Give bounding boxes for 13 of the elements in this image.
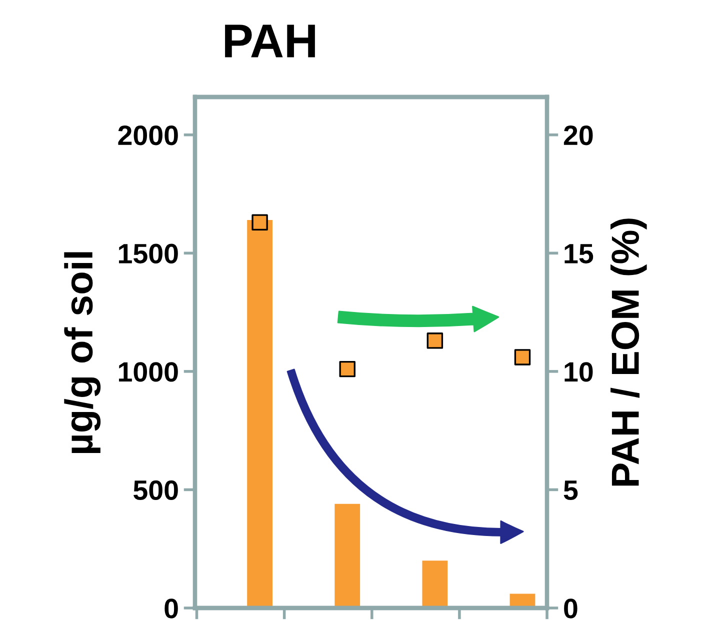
y-tick-label: 1500 [118, 244, 178, 264]
y-axis-title: µg/g of soil [64, 252, 101, 453]
chart-title: PAH [225, 24, 315, 58]
y-tick-label: 2000 [118, 126, 178, 146]
y2-tick-label: 0 [564, 598, 578, 618]
y-tick-label: 500 [134, 480, 178, 500]
y2-tick-label: 10 [564, 362, 593, 382]
y2-tick-label: 15 [564, 244, 594, 264]
y-tick-label: 1000 [118, 362, 178, 382]
y-tick-label: 0 [164, 598, 178, 618]
y2-axis-title: PAH / EOM (%) [610, 218, 647, 486]
y2-tick-label: 20 [564, 126, 593, 146]
y2-tick-label: 5 [564, 480, 578, 500]
